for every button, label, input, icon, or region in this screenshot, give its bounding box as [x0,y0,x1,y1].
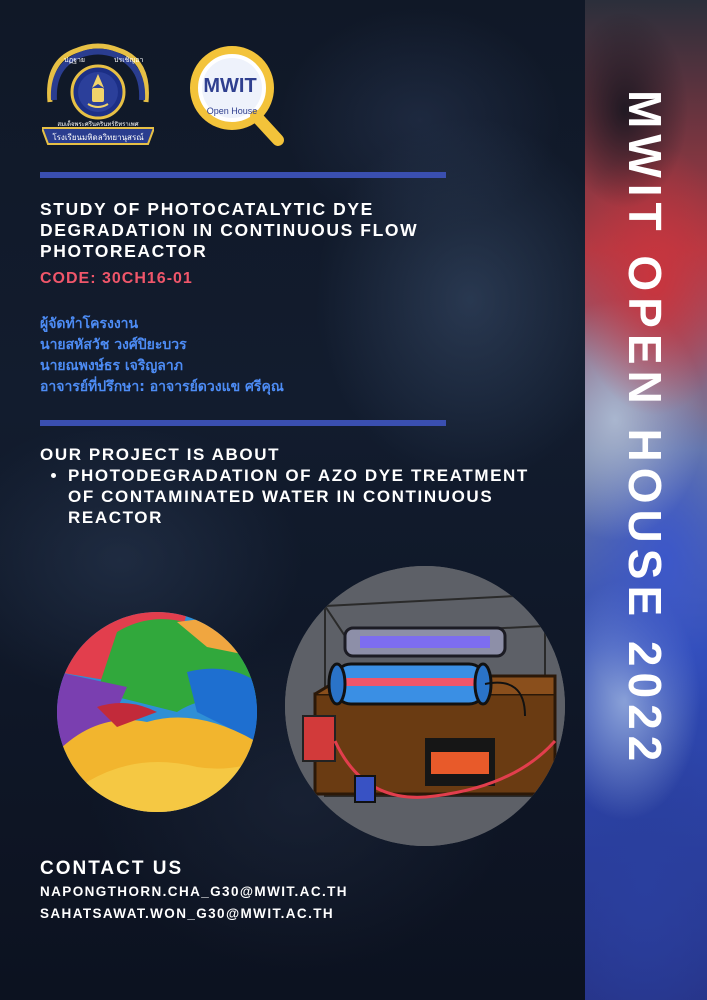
about-item: PHOTODEGRADATION OF AZO DYE TREATMENT OF… [68,465,540,528]
logo-main-text: MWIT [203,75,256,97]
mwit-open-house-logo-icon: MWIT Open House [190,46,284,146]
sidebar-title: MWIT OPEN HOUSE 2022 [619,90,671,768]
advisor: อาจารย์ที่ปรึกษา: อาจารย์ดวงแข ศรีคุณ [40,379,284,395]
email-1[interactable]: NAPONGTHORN.CHA_G30@MWIT.AC.TH [40,884,348,899]
member-1: นายสหัสวัช วงศ์ปิยะบวร [40,337,187,353]
school-seal-icon: ปฏฐาย ปรเชิญอา สมเด็จพระศรีนครินทร์ธิทรา… [42,43,154,145]
seal-text-banner: โรงเรียนมหิดลวิทยานุสรณ์ [52,132,144,142]
about-section: OUR PROJECT IS ABOUT PHOTODEGRADATION OF… [40,444,540,528]
member-2: นายณพงษ์ธร เจริญลาภ [40,358,183,374]
colorful-dye-powder-image [57,612,257,812]
seal-text-top-left: ปฏฐาย [64,56,85,64]
email-2[interactable]: SAHATSAWAT.WON_G30@MWIT.AC.TH [40,906,335,921]
about-heading: OUR PROJECT IS ABOUT [40,445,281,464]
photoreactor-illustration-image [285,566,565,846]
project-members: ผู้จัดทำโครงงาน นายสหัสวัช วงศ์ปิยะบวร น… [40,314,460,398]
project-title: STUDY OF PHOTOCATALYTIC DYE DEGRADATION … [40,199,419,261]
sidebar-color-panel [585,0,707,1000]
members-heading: ผู้จัดทำโครงงาน [40,316,139,332]
contact-heading: CONTACT US [40,858,184,879]
seal-text-top-right: ปรเชิญอา [114,56,144,64]
about-list: PHOTODEGRADATION OF AZO DYE TREATMENT OF… [40,465,540,528]
divider-top [40,172,446,178]
project-code: CODE: 30CH16-01 [40,270,193,287]
divider-middle [40,420,446,426]
seal-text-middle: สมเด็จพระศรีนครินทร์ธิทราเพศ [57,119,138,128]
logo-sub-text: Open House [207,106,258,116]
